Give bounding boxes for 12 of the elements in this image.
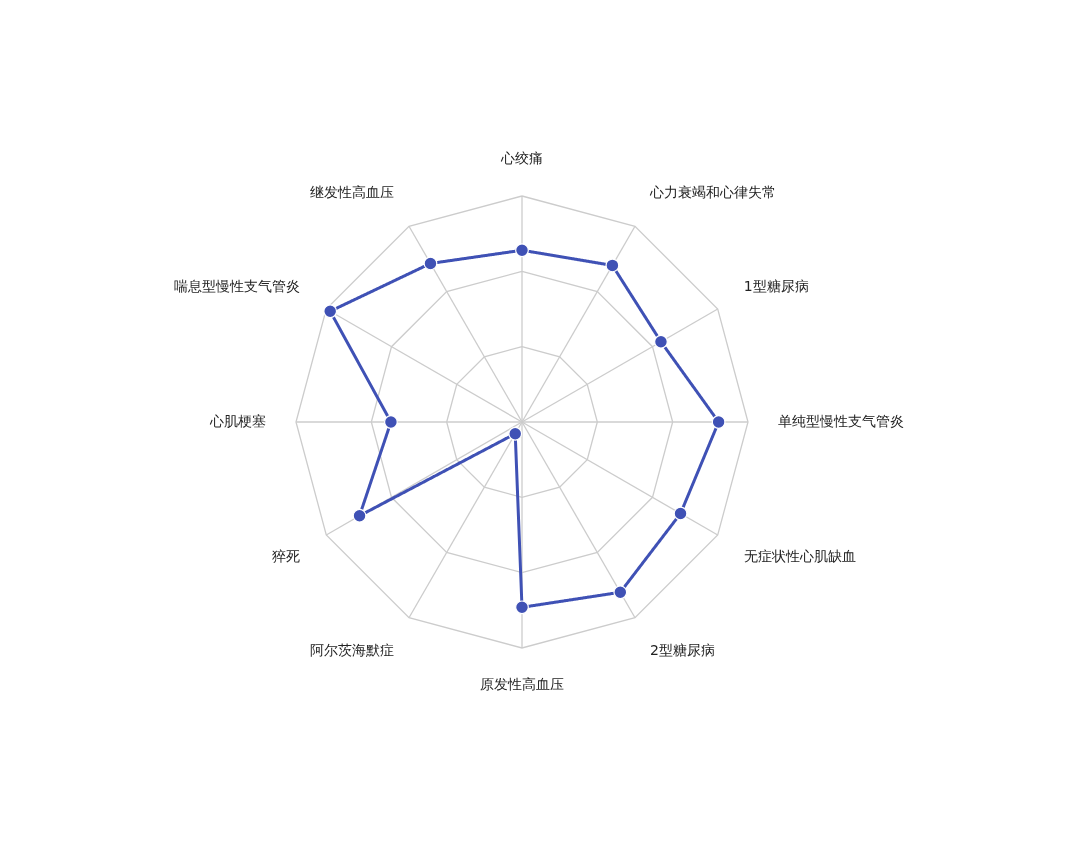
spoke-label: 喘息型慢性支气管炎	[174, 278, 301, 294]
spoke-label: 原发性高血压	[480, 676, 564, 692]
spoke-label: 猝死	[272, 548, 301, 564]
spoke-label: 2型糖尿病	[650, 641, 715, 658]
spoke-label: 单纯型慢性支气管炎	[778, 413, 904, 429]
spoke-label: 继发性高血压	[310, 184, 394, 201]
spoke-label: 心力衰竭和心律失常	[649, 184, 776, 201]
spoke-label: 无症状性心肌缺血	[743, 548, 856, 564]
spoke-label: 心绞痛	[500, 150, 543, 166]
spoke-label: 心肌梗塞	[209, 413, 266, 429]
spoke-label: 阿尔茨海默症	[310, 641, 394, 658]
spoke-label: 1型糖尿病	[743, 278, 809, 294]
